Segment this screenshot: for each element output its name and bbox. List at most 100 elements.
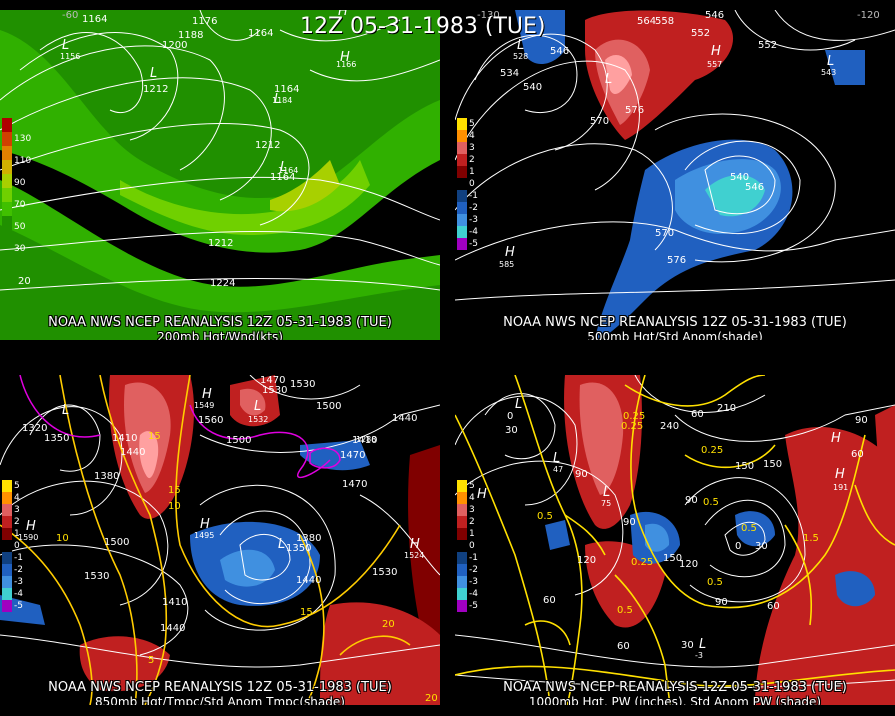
contour-label: 552 bbox=[758, 40, 778, 51]
contour-label: 1164 bbox=[270, 172, 296, 183]
contour-label: 60 bbox=[851, 449, 864, 460]
high-marker: H bbox=[831, 431, 841, 446]
map-1000mb bbox=[455, 375, 895, 705]
panel-200mb: 130 110 90 70 50 30 -60 1164 1176 1188 1200 … bbox=[0, 10, 440, 340]
high-marker: H bbox=[711, 44, 721, 59]
low-marker: L bbox=[62, 403, 70, 418]
high-marker: H bbox=[835, 467, 845, 482]
legend-1000mb bbox=[457, 480, 467, 612]
temp-label: 10 bbox=[168, 501, 181, 512]
contour-label: 90 bbox=[855, 415, 868, 426]
contour-label: 540 bbox=[523, 82, 543, 93]
panel-caption: NOAA NWS NCEP REANALYSIS 12Z 05-31-1983 … bbox=[503, 315, 847, 330]
contour-label: 90 bbox=[715, 597, 728, 608]
contour-label: 1530 bbox=[290, 379, 316, 390]
contour-label: 1188 bbox=[178, 30, 204, 41]
contour-label: 540 bbox=[730, 172, 750, 183]
contour-label: 1320 bbox=[22, 423, 48, 434]
contour-label: 1440 bbox=[296, 575, 322, 586]
center-value: 75 bbox=[601, 499, 612, 508]
low-marker: L bbox=[278, 537, 286, 552]
pw-label: 0.5 bbox=[703, 497, 719, 508]
low-marker: L bbox=[605, 72, 613, 87]
pw-label: 0.5 bbox=[707, 577, 723, 588]
center-value: 1524 bbox=[404, 551, 425, 560]
pw-label: 1.5 bbox=[803, 533, 819, 544]
center-value: 1184 bbox=[272, 96, 293, 105]
panel-caption: NOAA NWS NCEP REANALYSIS 12Z 05-31-1983 … bbox=[48, 680, 392, 695]
high-marker: H bbox=[505, 245, 515, 260]
center-value: 1164 bbox=[278, 166, 299, 175]
contour-label: 210 bbox=[717, 403, 737, 414]
center-value: 1590 bbox=[18, 533, 39, 542]
contour-label: 546 bbox=[745, 182, 765, 193]
legend-500mb bbox=[457, 118, 467, 250]
contour-label: 546 bbox=[705, 10, 725, 21]
contour-label: 1212 bbox=[143, 84, 169, 95]
contour-label: 1164 bbox=[248, 28, 274, 39]
contour-label: 1530 bbox=[84, 571, 110, 582]
contour-label: 90 bbox=[575, 469, 588, 480]
contour-label: 1440 bbox=[392, 413, 418, 424]
contour-label: 576 bbox=[667, 255, 687, 266]
low-marker: L bbox=[62, 38, 70, 53]
contour-label: 552 bbox=[691, 28, 711, 39]
low-marker: L bbox=[150, 66, 158, 81]
center-value: -3 bbox=[695, 651, 703, 660]
lon-tick: -130 bbox=[477, 10, 500, 21]
contour-label: 1500 bbox=[226, 435, 252, 446]
legend-200mb bbox=[2, 118, 12, 230]
contour-label: 1200 bbox=[162, 40, 188, 51]
contour-label: 1470 bbox=[342, 479, 368, 490]
high-marker: H bbox=[202, 387, 212, 402]
contour-label: 1470 bbox=[260, 375, 286, 386]
contour-label: 1212 bbox=[208, 238, 234, 249]
high-marker: H bbox=[410, 537, 420, 552]
contour-label: 0 bbox=[735, 541, 742, 552]
contour-label: 1440 bbox=[160, 623, 186, 634]
pw-label: 0.5 bbox=[617, 605, 633, 616]
contour-label: 150 bbox=[735, 461, 755, 472]
low-marker: L bbox=[254, 399, 262, 414]
low-marker: L bbox=[603, 485, 611, 500]
contour-label: 546 bbox=[550, 46, 570, 57]
center-value: 1166 bbox=[336, 60, 357, 69]
center-value: 1288 bbox=[356, 435, 377, 444]
contour-label: 1440 bbox=[120, 447, 146, 458]
temp-label: 20 bbox=[382, 619, 395, 630]
contour-label: 150 bbox=[663, 553, 683, 564]
center-value: 557 bbox=[707, 60, 723, 69]
panel-caption: NOAA NWS NCEP REANALYSIS 12Z 05-31-1983 … bbox=[503, 680, 847, 695]
center-value: 47 bbox=[553, 465, 564, 474]
pw-label: 0.25 bbox=[623, 411, 646, 422]
center-value: 1549 bbox=[194, 401, 215, 410]
center-value: 585 bbox=[499, 260, 515, 269]
pw-label: 0.5 bbox=[741, 523, 757, 534]
panel-subcaption: 200mb Hgt/Wnd(kts) bbox=[157, 330, 283, 340]
contour-label: 1380 bbox=[94, 471, 120, 482]
high-marker: H bbox=[338, 10, 348, 19]
contour-label: 30 bbox=[505, 425, 518, 436]
contour-label: 1164 bbox=[274, 84, 300, 95]
contour-label: 1530 bbox=[372, 567, 398, 578]
contour-label: 1500 bbox=[316, 401, 342, 412]
low-marker: L bbox=[699, 637, 707, 652]
temp-label: 5 bbox=[148, 655, 155, 666]
high-marker: H bbox=[200, 517, 210, 532]
contour-label: 1212 bbox=[255, 140, 281, 151]
high-marker: H bbox=[477, 487, 487, 502]
map-850mb bbox=[0, 375, 440, 705]
contour-label: 1560 bbox=[198, 415, 224, 426]
contour-label: 558 bbox=[655, 16, 675, 27]
high-marker: H bbox=[340, 50, 350, 65]
center-value: 1532 bbox=[248, 415, 269, 424]
map-500mb bbox=[455, 10, 895, 340]
contour-label: 60 bbox=[691, 409, 704, 420]
contour-label: 1470 bbox=[340, 450, 366, 461]
contour-label: 60 bbox=[617, 641, 630, 652]
lon-tick: -120 bbox=[857, 10, 880, 21]
contour-label: 1350 bbox=[286, 543, 312, 554]
page-title: 12Z 05-31-1983 (TUE) bbox=[300, 14, 546, 39]
